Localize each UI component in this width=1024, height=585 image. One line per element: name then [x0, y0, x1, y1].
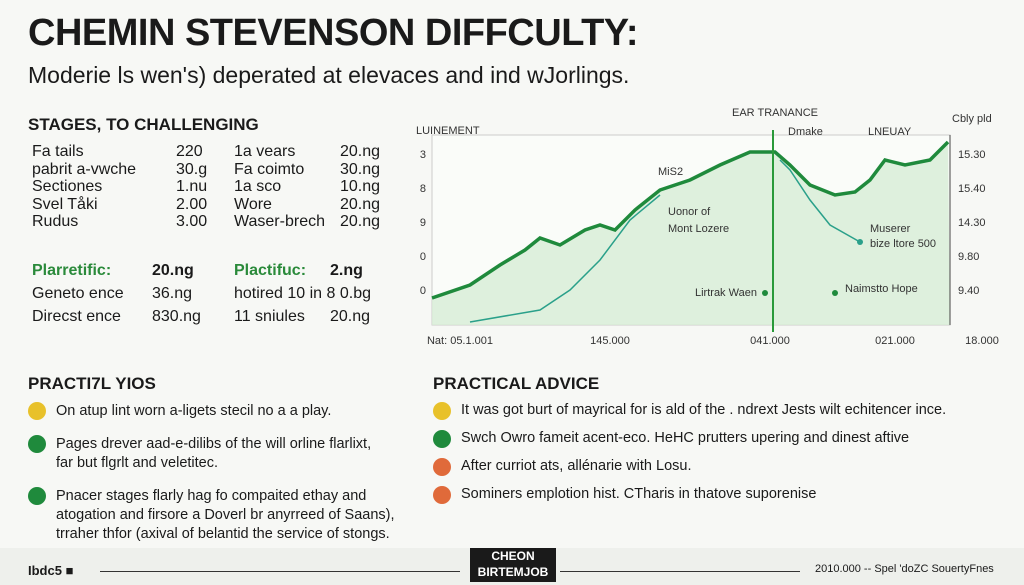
stage-cell: 20.ng [340, 213, 381, 230]
tick-label: 9.40 [958, 285, 979, 297]
stage-cell: Sectiones [32, 178, 103, 195]
profile-line [431, 140, 950, 300]
tick-label: 0 [420, 285, 426, 297]
tip-text: atogation and firsore a Doverl br anyrre… [56, 507, 395, 523]
tick-label: 15.30 [958, 149, 986, 161]
summary-cell: 20.ng [330, 308, 371, 325]
tick-label: 041.000 [750, 335, 790, 347]
note: Mont Lozere [668, 223, 729, 235]
note: LNEUAY [868, 126, 912, 138]
logo: CHEON BIRTEMJOB [470, 548, 556, 582]
title: CHEMIN STEVENSON DIFFCULTY: [28, 12, 638, 54]
summary-cell: Plarretific: [32, 262, 112, 279]
point [762, 290, 768, 296]
tick-label: 021.000 [875, 335, 915, 347]
tips-title: PRACTI7L YIOS [28, 374, 156, 393]
tick-label: 14.30 [958, 217, 986, 229]
stage-cell: 30.ng [340, 160, 381, 178]
point [857, 239, 863, 245]
axis-label: Cbly pld [952, 113, 992, 125]
tip-bullet [28, 402, 46, 420]
stage-cell: Waser-brech [234, 213, 325, 230]
note: bize ltore 500 [870, 238, 936, 250]
rule [100, 571, 460, 572]
tick-label: 18.000 [965, 335, 999, 347]
stage-cell: 1a sco [234, 178, 282, 195]
stage-cell: Svel Tåki [32, 195, 98, 213]
tick-label: 145.000 [590, 335, 630, 347]
point [832, 290, 838, 296]
stage-cell: pabrit a-vwche [32, 160, 137, 178]
note: Uonor of [668, 206, 711, 218]
footer-left: Ibdc5 ■ [28, 563, 74, 578]
elevation-profile: LUINEMENT EAR TRANANCE Cbly pld Dmake LN… [416, 107, 999, 347]
note: MiS2 [658, 166, 683, 178]
note: Lirtrak Waen [695, 287, 757, 299]
logo-text: BIRTEMJOB [477, 565, 549, 579]
stage-cell: 10.ng [340, 178, 381, 195]
stage-cell: Wore [234, 195, 272, 213]
stage-cell: 1.nu [176, 178, 208, 195]
tick-label: 8 [420, 183, 426, 195]
summary-cell: Direcst ence [32, 308, 121, 325]
summary-cell: 830.ng [152, 308, 201, 325]
rule [560, 571, 800, 572]
summary-cell: 20.ng [152, 262, 194, 279]
advice-bullet [433, 486, 451, 504]
logo-text: CHEON [491, 549, 535, 563]
note: Dmake [788, 126, 823, 138]
tick-label: Nat: 05.1.001 [427, 335, 493, 347]
axis-label: LUINEMENT [416, 125, 480, 137]
note: Muserer [870, 223, 911, 235]
footer-right: 2010.000 -- Spel 'doZC SouertyFnes [815, 563, 994, 575]
advice-text: It was got burt of mayrical for is ald o… [461, 402, 947, 418]
stage-cell: Fa coimto [234, 160, 305, 178]
tip-text: far but flgrlt and veletitec. [56, 455, 218, 471]
area [432, 142, 950, 325]
axis-label: EAR TRANANCE [732, 107, 818, 119]
stage-cell: 220 [176, 143, 203, 160]
summary-cell: 2.ng [330, 262, 363, 279]
stage-cell: 1a vears [234, 143, 296, 160]
advice-text: Swch Owro fameit acent-eco. HeHC prutter… [461, 430, 910, 446]
tick-label: 3 [420, 149, 426, 161]
advice-text: After curriot ats, allénarie with Losu. [461, 458, 692, 474]
stage-cell: Fa tails [32, 143, 84, 160]
tip-bullet [28, 435, 46, 453]
summary-cell: Plactifuc: [234, 262, 307, 279]
advice-bullet [433, 430, 451, 448]
summary-cell: Geneto ence [32, 285, 124, 302]
tip-text: trraher thfor (axival of belantid the se… [56, 526, 390, 542]
tick-label: 9.80 [958, 251, 979, 263]
note: Naimstto Hope [845, 283, 918, 295]
stage-cell: 2.00 [176, 195, 208, 213]
summary-cell: 36.ng [152, 285, 193, 302]
advice-title: PRACTICAL ADVICE [433, 374, 600, 393]
tip-bullet [28, 487, 46, 505]
summary-cell: hotired 10 in 8 0.bg [234, 285, 371, 302]
stage-cell: 30.g [176, 160, 208, 178]
advice-bullet [433, 458, 451, 476]
stage-cell: Rudus [32, 213, 79, 230]
tick-label: 15.40 [958, 183, 986, 195]
subtitle: Moderie ls wen's) deperated at elevaces … [28, 62, 630, 88]
tick-label: 9 [420, 217, 426, 229]
tip-text: Pages drever aad-e-dilibs of the will or… [56, 436, 372, 452]
tip-text: Pnacer stages flarly hag fo compaited et… [56, 488, 367, 504]
stage-cell: 20.ng [340, 143, 381, 160]
tip-text: On atup lint worn a-ligets stecil no a a… [56, 403, 332, 419]
stages-title: STAGES, TO CHALLENGING [28, 115, 259, 134]
tick-label: 0 [420, 251, 426, 263]
summary-cell: 11 sniules [234, 308, 305, 325]
secondary-line [469, 159, 861, 323]
advice-bullet [433, 402, 451, 420]
stage-cell: 3.00 [176, 213, 208, 230]
stage-cell: 20.ng [340, 195, 381, 213]
advice-text: Sominers emplotion hist. CTharis in that… [461, 486, 817, 502]
